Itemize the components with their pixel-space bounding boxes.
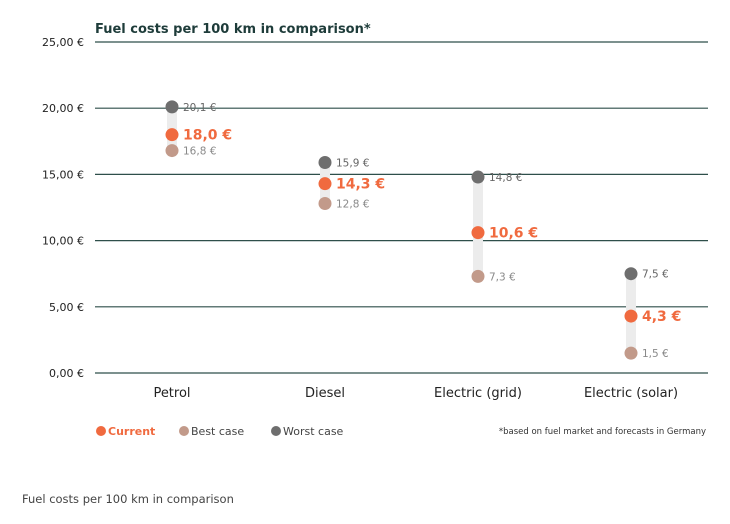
legend-label: Best case (191, 425, 244, 438)
x-axis-category-labels: Petrol Diesel Electric (grid) Electric (sol… (153, 386, 678, 401)
worst-case-label: 7,5 € (642, 269, 669, 281)
data-point-worst-case (318, 155, 332, 169)
x-category-label: Petrol (153, 386, 190, 401)
chart-title: Fuel costs per 100 km in comparison* (95, 22, 371, 37)
worst-case-label: 15,9 € (336, 157, 369, 169)
data-point-current (165, 128, 179, 142)
y-tick-label: 0,00 € (49, 367, 84, 380)
figure-caption: Fuel costs per 100 km in comparison (22, 492, 234, 506)
data-point-current (471, 226, 485, 240)
best-case-label: 1,5 € (642, 348, 669, 360)
x-category-label: Electric (grid) (434, 386, 522, 401)
legend-marker (96, 426, 106, 436)
data-points (165, 100, 638, 360)
worst-case-label: 20,1 € (183, 102, 216, 114)
y-tick-label: 25,00 € (42, 36, 84, 49)
data-point-worst-case (624, 267, 638, 281)
grid-lines (95, 41, 708, 374)
data-point-best-case (165, 144, 179, 158)
data-point-best-case (471, 269, 485, 283)
x-category-label: Electric (solar) (584, 386, 678, 401)
best-case-label: 7,3 € (489, 271, 516, 283)
worst-case-label: 14,8 € (489, 172, 522, 184)
data-point-best-case (624, 346, 638, 360)
data-point-current (318, 177, 332, 191)
range-bars (167, 106, 636, 354)
legend-label: Worst case (283, 425, 344, 438)
y-tick-label: 15,00 € (42, 168, 84, 181)
current-label: 18,0 € (183, 128, 232, 144)
y-tick-label: 5,00 € (49, 301, 84, 314)
data-labels: 20,1 € 18,0 € 16,8 € 15,9 € 14,3 € 12,8 € 14,8… (183, 102, 681, 360)
current-label: 10,6 € (489, 226, 538, 242)
y-tick-label: 10,00 € (42, 235, 84, 248)
y-tick-label: 20,00 € (42, 102, 84, 115)
current-label: 4,3 € (642, 309, 681, 325)
data-point-best-case (318, 197, 332, 211)
legend: Current Best case Worst case (96, 425, 344, 438)
current-label: 14,3 € (336, 177, 385, 193)
footnote: *based on fuel market and forecasts in G… (499, 427, 706, 437)
best-case-label: 12,8 € (336, 199, 369, 211)
legend-marker (271, 426, 281, 436)
y-axis-tick-labels: 0,00 € 5,00 € 10,00 € 15,00 € 20,00 € 25,00 € (42, 36, 84, 380)
x-category-label: Diesel (305, 386, 345, 401)
legend-label: Current (108, 425, 155, 438)
data-point-worst-case (165, 100, 179, 114)
legend-marker (179, 426, 189, 436)
data-point-current (624, 309, 638, 323)
data-point-worst-case (471, 170, 485, 184)
best-case-label: 16,8 € (183, 146, 216, 158)
